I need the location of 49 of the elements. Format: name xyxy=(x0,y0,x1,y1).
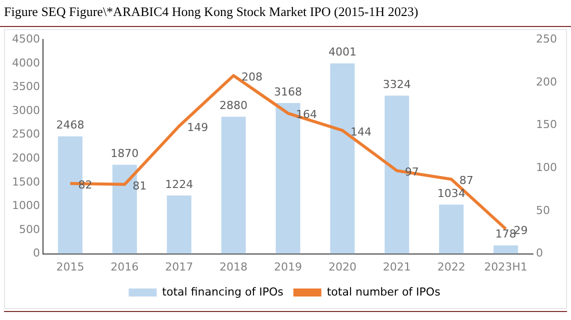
data-label: 178 xyxy=(495,228,516,241)
data-label: 1870 xyxy=(110,147,139,160)
data-label: 164 xyxy=(296,108,317,122)
y-tick-label: 0 xyxy=(32,246,40,260)
bar xyxy=(439,204,464,254)
data-label: 149 xyxy=(187,120,208,134)
x-tick-label: 2021 xyxy=(382,260,411,274)
x-tick-label: 2019 xyxy=(274,260,302,274)
chart-title: Figure SEQ Figure\*ARABIC4 Hong Kong Stock Market IPO (2015-1H 2023) xyxy=(0,0,571,27)
data-label: 208 xyxy=(242,70,263,84)
y-tick-label: 4000 xyxy=(12,56,40,70)
y2-tick-label: 100 xyxy=(536,160,558,174)
x-tick-label: 2016 xyxy=(110,260,139,274)
data-label: 4001 xyxy=(328,46,356,59)
data-label: 1224 xyxy=(165,178,194,191)
y-tick-label: 3500 xyxy=(12,80,40,94)
y2-tick-label: 200 xyxy=(536,75,558,88)
y-tick-label: 2500 xyxy=(12,128,40,141)
y2-tick-label: 250 xyxy=(536,32,558,46)
legend-label: total number of IPOs xyxy=(326,285,441,298)
bar xyxy=(494,245,518,254)
data-label: 1034 xyxy=(437,186,466,200)
data-label: 144 xyxy=(350,125,372,138)
data-label: 87 xyxy=(459,174,474,188)
y-tick-label: 1500 xyxy=(12,175,40,188)
x-tick-label: 2022 xyxy=(437,260,466,274)
data-label: 82 xyxy=(78,178,92,192)
data-label: 3168 xyxy=(274,85,302,98)
x-tick-label: 2015 xyxy=(56,260,84,274)
bar xyxy=(221,116,246,254)
bar xyxy=(166,196,192,254)
y-tick-label: 1000 xyxy=(12,199,40,212)
y2-tick-label: 150 xyxy=(536,118,558,132)
data-label: 2880 xyxy=(220,99,248,112)
x-tick-label: 2017 xyxy=(165,260,194,274)
x-tick-label: 2023H1 xyxy=(484,260,528,274)
legend-label: total financing of IPOs xyxy=(162,285,284,298)
y2-tick-label: 0 xyxy=(536,246,544,260)
data-label: 97 xyxy=(404,166,419,179)
data-label: 3324 xyxy=(382,78,411,91)
data-label: 2468 xyxy=(56,118,84,132)
y2-tick-label: 50 xyxy=(536,204,550,217)
y-tick-label: 500 xyxy=(18,222,40,236)
x-tick-label: 2018 xyxy=(220,260,248,274)
y-tick-label: 3000 xyxy=(12,104,40,117)
data-label: 81 xyxy=(132,179,147,192)
x-tick-label: 2020 xyxy=(328,260,356,274)
y-tick-label: 2000 xyxy=(12,151,40,164)
y-tick-label: 4500 xyxy=(12,32,40,46)
